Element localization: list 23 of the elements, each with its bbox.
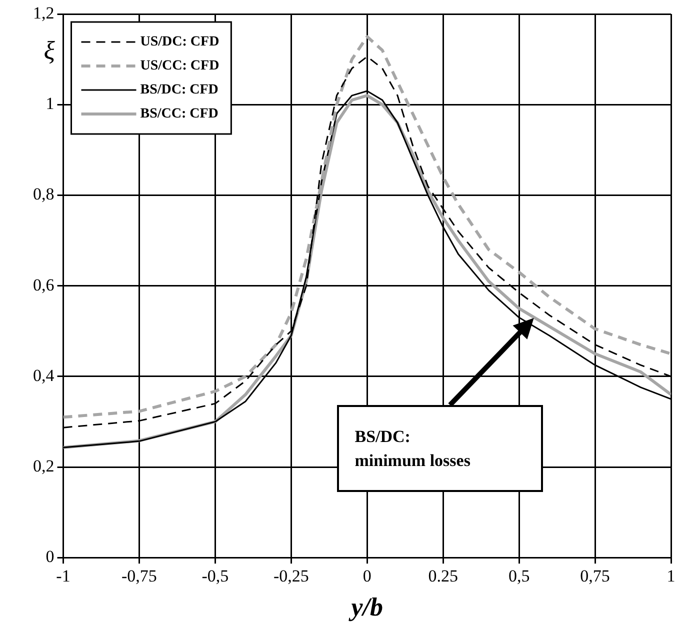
x-tick-label: -1: [56, 566, 70, 586]
y-axis-title: ξ: [44, 36, 56, 65]
x-tick-label: -0,5: [202, 566, 229, 586]
x-tick-label: 0: [362, 566, 372, 586]
legend-label: BS/CC: CFD: [140, 106, 218, 122]
y-tick-label: 0,2: [33, 456, 54, 476]
y-tick-label: 0,6: [33, 275, 54, 294]
x-tick-label: 0,5: [508, 566, 530, 586]
y-tick-label: 0: [46, 547, 54, 566]
y-tick-label: 1,2: [33, 3, 54, 22]
note-box: BS/DC: minimum losses: [336, 405, 544, 492]
legend-label: BS/DC: CFD: [140, 82, 218, 98]
y-tick-label: 0,8: [33, 184, 54, 204]
x-axis-title: y/b: [348, 592, 384, 622]
y-tick-label: 1: [46, 94, 54, 114]
legend-label: US/DC: CFD: [140, 34, 220, 50]
x-tick-label: -0,75: [122, 566, 157, 586]
x-tick-label: 1: [666, 566, 676, 586]
legend-label: US/CC: CFD: [140, 58, 220, 74]
x-tick-label: -0,25: [273, 566, 309, 586]
x-tick-label: 0,75: [580, 566, 610, 586]
x-tick-label: 0.25: [428, 566, 458, 586]
y-tick-label: 0,4: [33, 366, 55, 385]
